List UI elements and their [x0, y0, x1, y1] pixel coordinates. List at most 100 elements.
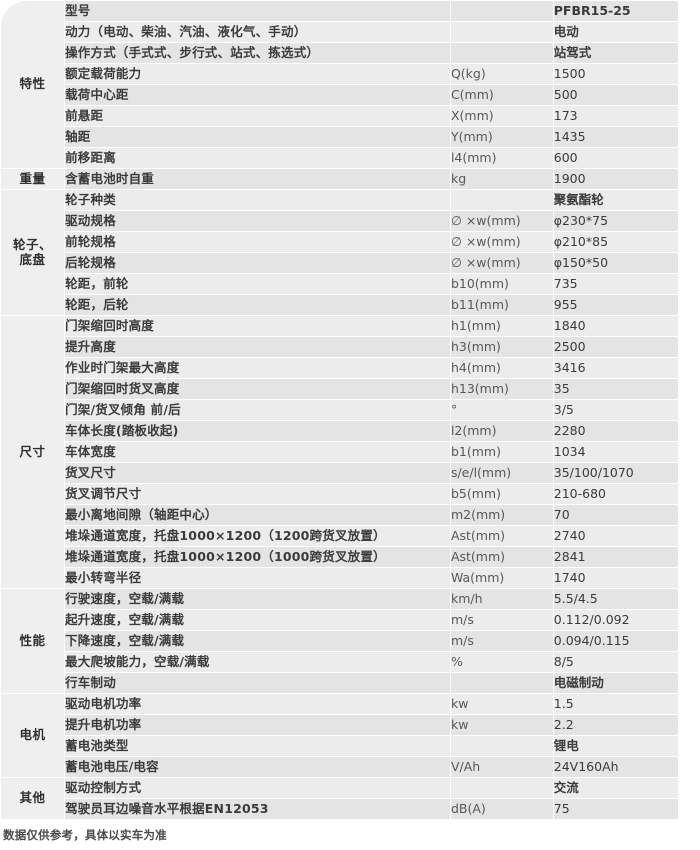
section-group-label: 特性	[1, 1, 65, 168]
spec-value: 1500	[553, 64, 678, 84]
spec-item-label: 门架缩回时货叉高度	[65, 379, 450, 399]
spec-unit-label	[450, 736, 553, 756]
spec-unit-label: b11(mm)	[450, 295, 553, 315]
spec-value: 1900	[553, 169, 678, 189]
spec-value: 2500	[553, 337, 678, 357]
spec-value: 1435	[553, 127, 678, 147]
spec-item-label: 货叉尺寸	[65, 463, 450, 483]
spec-value: 站驾式	[553, 43, 678, 63]
spec-item-label: 最小离地间隙（轴距中心）	[65, 505, 450, 525]
table-row: 轮距，前轮 b10(mm) 735	[1, 274, 678, 294]
table-row: 起升速度，空载/满载 m/s 0.112/0.092	[1, 610, 678, 630]
table-row: 提升高度 h3(mm) 2500	[1, 337, 678, 357]
spec-value: 1.5	[553, 694, 678, 714]
table-row: 车体长度(踏板收起) l2(mm) 2280	[1, 421, 678, 441]
spec-item-label: 提升电机功率	[65, 715, 450, 735]
spec-value: φ150*50	[553, 253, 678, 273]
spec-unit-label: m/s	[450, 631, 553, 651]
spec-value: 电磁制动	[553, 673, 678, 693]
spec-item-label: 蓄电池电压/电容	[65, 757, 450, 777]
section-group-label: 其他	[1, 778, 65, 819]
table-row: 货叉调节尺寸 b5(mm) 210-680	[1, 484, 678, 504]
table-row: 其他 驱动控制方式 交流	[1, 778, 678, 819]
spec-item-label: 动力（电动、柴油、汽油、液化气、手动）	[65, 22, 450, 42]
group-label-line: 电机	[19, 727, 46, 743]
spec-value: 3416	[553, 358, 678, 378]
spec-value: 2.2	[553, 715, 678, 735]
table-row: 蓄电池类型 锂电	[1, 736, 678, 756]
spec-unit-label: Ast(mm)	[450, 526, 553, 546]
group-label-line: 重量	[19, 170, 46, 186]
table-row: 蓄电池电压/电容 V/Ah 24V160Ah	[1, 757, 678, 777]
spec-unit-label: kw	[450, 715, 553, 735]
footnote-disclaimer: 数据仅供参考，具体以实车为准	[3, 828, 167, 842]
table-row: 驾驶员耳边噪音水平根据EN12053 dB(A) 75	[1, 799, 678, 819]
table-row: 特性 型号 PFBR15-25	[1, 1, 678, 168]
table-row: 性能 行驶速度，空载/满载 km/h 5.5/4.5	[1, 589, 678, 693]
spec-unit-label: X(mm)	[450, 106, 553, 126]
spec-value: φ210*85	[553, 232, 678, 252]
spec-unit-label: ∅ ×w(mm)	[450, 253, 553, 273]
table-row: 门架缩回时货叉高度 h13(mm) 35	[1, 379, 678, 399]
table-row: 动力（电动、柴油、汽油、液化气、手动） 电动	[1, 22, 678, 42]
spec-unit-label: h13(mm)	[450, 379, 553, 399]
spec-value: 锂电	[553, 736, 678, 756]
spec-item-label: 型号	[65, 1, 450, 21]
group-label-line: 尺寸	[19, 443, 46, 459]
spec-value: PFBR15-25	[553, 1, 678, 21]
spec-unit-label: Ast(mm)	[450, 547, 553, 567]
section-group-label: 电机	[1, 694, 65, 777]
spec-unit-label: C(mm)	[450, 85, 553, 105]
group-label-line: 特性	[19, 76, 46, 92]
spec-unit-label: kg	[450, 169, 553, 189]
table-row: 下降速度，空载/满载 m/s 0.094/0.115	[1, 631, 678, 651]
table-row: 轴距 Y(mm) 1435	[1, 127, 678, 147]
group-label-line: 性能	[19, 632, 46, 648]
spec-item-label: 最小转弯半径	[65, 568, 450, 588]
spec-unit-label	[450, 22, 553, 42]
spec-item-label: 堆垛通道宽度，托盘1000×1200（1200跨货叉放置）	[65, 526, 450, 546]
spec-value: 0.094/0.115	[553, 631, 678, 651]
spec-unit-label: Y(mm)	[450, 127, 553, 147]
spec-unit-label: l4(mm)	[450, 148, 553, 168]
spec-unit-label: %	[450, 652, 553, 672]
table-row: 最小离地间隙（轴距中心） m2(mm) 70	[1, 505, 678, 525]
spec-unit-label: ∅ ×w(mm)	[450, 232, 553, 252]
spec-unit-label: h4(mm)	[450, 358, 553, 378]
spec-item-label: 行车制动	[65, 673, 450, 693]
spec-item-label: 下降速度，空载/满载	[65, 631, 450, 651]
spec-value: 电动	[553, 22, 678, 42]
table-row: 车体宽度 b1(mm) 1034	[1, 442, 678, 462]
spec-value: 735	[553, 274, 678, 294]
spec-item-label: 车体宽度	[65, 442, 450, 462]
spec-value: 0.112/0.092	[553, 610, 678, 630]
spec-item-label: 前移距离	[65, 148, 450, 168]
spec-value: 8/5	[553, 652, 678, 672]
table-row: 堆垛通道宽度，托盘1000×1200（1200跨货叉放置） Ast(mm) 2740	[1, 526, 678, 546]
section-group-label: 性能	[1, 589, 65, 693]
spec-item-label: 提升高度	[65, 337, 450, 357]
spec-unit-label: ∅ ×w(mm)	[450, 211, 553, 231]
table-row: 前移距离 l4(mm) 600	[1, 148, 678, 168]
spec-table-body: 特性 型号 PFBR15-25 动力（电动、柴油、汽油、液化气、手动） 电动 操作方式（手…	[1, 1, 678, 819]
spec-unit-label: b5(mm)	[450, 484, 553, 504]
spec-value: 75	[553, 799, 678, 819]
table-row: 前悬距 X(mm) 173	[1, 106, 678, 126]
spec-item-label: 作业时门架最大高度	[65, 358, 450, 378]
spec-unit-label: m2(mm)	[450, 505, 553, 525]
spec-value: 2740	[553, 526, 678, 546]
table-row: 最大爬坡能力，空载/满载% 8/5	[1, 652, 678, 672]
spec-unit-label: h1(mm)	[450, 316, 553, 336]
specification-table: 特性 型号 PFBR15-25 动力（电动、柴油、汽油、液化气、手动） 电动 操作方式（手…	[1, 1, 678, 819]
spec-unit-label: m/s	[450, 610, 553, 630]
spec-item-label: 后轮规格	[65, 253, 450, 273]
group-label-line: 底盘	[19, 251, 46, 267]
spec-unit-label	[450, 778, 553, 798]
table-row: 驱动规格 ∅ ×w(mm) φ230*75	[1, 211, 678, 231]
spec-item-label: 驱动规格	[65, 211, 450, 231]
spec-value: 3/5	[553, 400, 678, 420]
table-row: 货叉尺寸 s/e/l(mm) 35/100/1070	[1, 463, 678, 483]
spec-unit-label: l2(mm)	[450, 421, 553, 441]
table-row: 前轮规格 ∅ ×w(mm) φ210*85	[1, 232, 678, 252]
